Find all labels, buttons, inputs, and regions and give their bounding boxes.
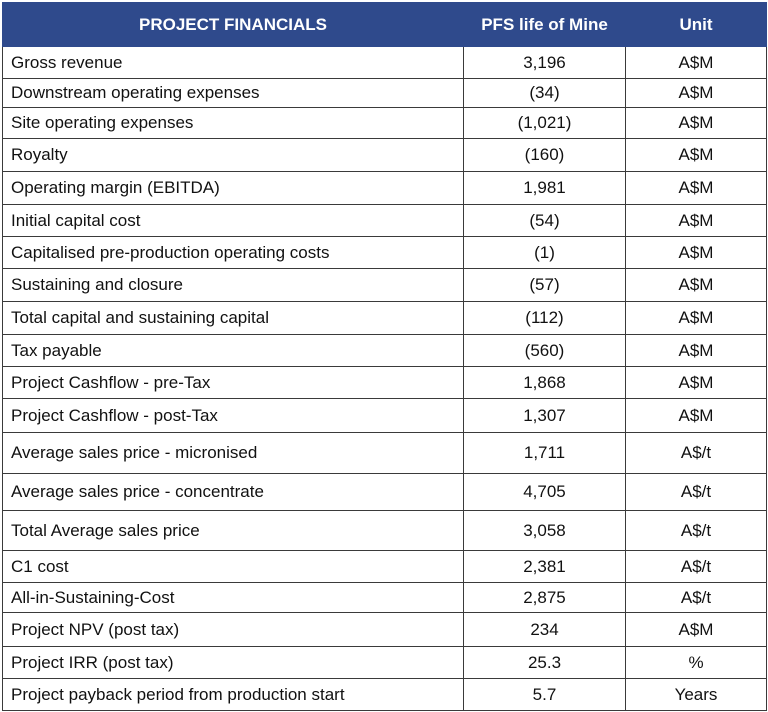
value-cell: 5.7	[463, 678, 626, 711]
item-cell: Total Average sales price	[2, 510, 464, 551]
unit-cell: A$/t	[625, 510, 767, 551]
table-row: C1 cost 2,381 A$/t	[2, 550, 767, 583]
table-row: Average sales price - concentrate 4,705 A$…	[2, 473, 767, 511]
value-cell: 25.3	[463, 646, 626, 679]
item-cell: Sustaining and closure	[2, 268, 464, 302]
table-row: Project Cashflow - post-Tax 1,307 A$M	[2, 398, 767, 433]
item-cell: Project Cashflow - post-Tax	[2, 398, 464, 433]
item-cell: Project IRR (post tax)	[2, 646, 464, 679]
table-row: Total capital and sustaining capital (112…	[2, 301, 767, 335]
value-cell: (1)	[463, 236, 626, 269]
value-cell: (112)	[463, 301, 626, 335]
table-body: Gross revenue 3,196 A$M Downstream operatin…	[2, 46, 767, 711]
item-cell: Average sales price - concentrate	[2, 473, 464, 511]
table-row: Gross revenue 3,196 A$M	[2, 46, 767, 79]
header-cell: PROJECT FINANCIALS	[2, 2, 464, 47]
unit-cell: A$M	[625, 46, 767, 79]
unit-cell: A$M	[625, 301, 767, 335]
value-cell: 234	[463, 612, 626, 647]
item-cell: Site operating expenses	[2, 107, 464, 139]
item-cell: Average sales price - micronised	[2, 432, 464, 474]
header-row: PROJECT FINANCIALS PFS life of Mine Unit	[2, 2, 767, 47]
table-row: Project payback period from production s…	[2, 678, 767, 711]
unit-cell: A$M	[625, 268, 767, 302]
unit-cell: A$M	[625, 334, 767, 367]
value-cell: (1,021)	[463, 107, 626, 139]
unit-cell: Years	[625, 678, 767, 711]
value-cell: (34)	[463, 78, 626, 108]
value-cell: (560)	[463, 334, 626, 367]
unit-cell: A$/t	[625, 432, 767, 474]
value-cell: 1,981	[463, 171, 626, 205]
value-cell: 1,307	[463, 398, 626, 433]
item-cell: All-in-Sustaining-Cost	[2, 582, 464, 613]
table-row: Initial capital cost (54) A$M	[2, 204, 767, 237]
table-row: Project Cashflow - pre-Tax 1,868 A$M	[2, 366, 767, 399]
unit-cell: A$M	[625, 171, 767, 205]
unit-cell: A$M	[625, 78, 767, 108]
table-row: Sustaining and closure (57) A$M	[2, 268, 767, 302]
table-row: Project IRR (post tax) 25.3%	[2, 646, 767, 679]
table-row: Operating margin (EBITDA) 1,981 A$M	[2, 171, 767, 205]
table-header: PROJECT FINANCIALS PFS life of Mine Unit	[2, 2, 767, 47]
unit-cell: A$M	[625, 398, 767, 433]
unit-cell: A$/t	[625, 550, 767, 583]
value-cell: 3,058	[463, 510, 626, 551]
item-cell: C1 cost	[2, 550, 464, 583]
unit-cell: A$/t	[625, 582, 767, 613]
item-cell: Project NPV (post tax)	[2, 612, 464, 647]
value-cell: (160)	[463, 138, 626, 172]
table-row: Average sales price - micronised 1,711 A$/…	[2, 432, 767, 474]
unit-cell: A$M	[625, 204, 767, 237]
table-row: Downstream operating expenses (34) A$M	[2, 78, 767, 108]
value-cell: 1,711	[463, 432, 626, 474]
header-cell: Unit	[625, 2, 767, 47]
table-row: Total Average sales price 3,058 A$/t	[2, 510, 767, 551]
item-cell: Royalty	[2, 138, 464, 172]
item-cell: Downstream operating expenses	[2, 78, 464, 108]
unit-cell: A$M	[625, 366, 767, 399]
unit-cell: A$M	[625, 236, 767, 269]
item-cell: Tax payable	[2, 334, 464, 367]
item-cell: Total capital and sustaining capital	[2, 301, 464, 335]
table-row: All-in-Sustaining-Cost 2,875 A$/t	[2, 582, 767, 613]
unit-cell: A$/t	[625, 473, 767, 511]
value-cell: 2,875	[463, 582, 626, 613]
unit-cell: A$M	[625, 138, 767, 172]
value-cell: 3,196	[463, 46, 626, 79]
item-cell: Operating margin (EBITDA)	[2, 171, 464, 205]
value-cell: 2,381	[463, 550, 626, 583]
unit-cell: A$M	[625, 612, 767, 647]
unit-cell: %	[625, 646, 767, 679]
table-row: Site operating expenses (1,021) A$M	[2, 107, 767, 139]
item-cell: Project payback period from production s…	[2, 678, 464, 711]
item-cell: Project Cashflow - pre-Tax	[2, 366, 464, 399]
value-cell: 4,705	[463, 473, 626, 511]
table-row: Capitalised pre-production operating cos…	[2, 236, 767, 269]
value-cell: (57)	[463, 268, 626, 302]
item-cell: Capitalised pre-production operating cos…	[2, 236, 464, 269]
value-cell: 1,868	[463, 366, 626, 399]
header-cell: PFS life of Mine	[463, 2, 626, 47]
table-row: Royalty (160) A$M	[2, 138, 767, 172]
table-row: Tax payable (560) A$M	[2, 334, 767, 367]
value-cell: (54)	[463, 204, 626, 237]
unit-cell: A$M	[625, 107, 767, 139]
item-cell: Initial capital cost	[2, 204, 464, 237]
table-row: Project NPV (post tax) 234 A$M	[2, 612, 767, 647]
item-cell: Gross revenue	[2, 46, 464, 79]
